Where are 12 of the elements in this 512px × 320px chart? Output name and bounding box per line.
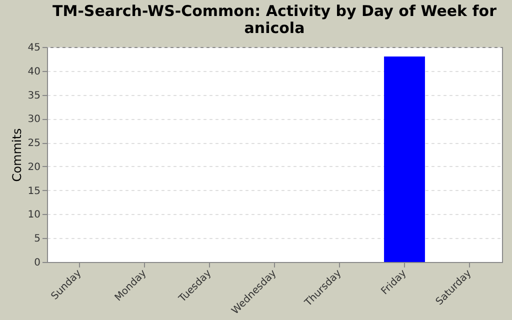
chart-title: TM-Search-WS-Common: Activity by Day of Week for anicola — [52, 2, 498, 37]
y-tick-label: 45 — [28, 42, 40, 54]
y-tick-label: 15 — [28, 186, 40, 197]
y-tick-label: 25 — [28, 138, 40, 150]
y-tick-label: 10 — [28, 210, 40, 221]
y-tick-label: 35 — [28, 90, 40, 102]
y-tick-label: 0 — [34, 258, 40, 268]
y-axis-title: Commits — [10, 128, 24, 182]
y-tick-label: 5 — [34, 234, 40, 245]
y-tick-label: 20 — [28, 162, 40, 173]
y-tick-label: 30 — [28, 114, 40, 126]
y-tick-label: 40 — [28, 66, 40, 78]
